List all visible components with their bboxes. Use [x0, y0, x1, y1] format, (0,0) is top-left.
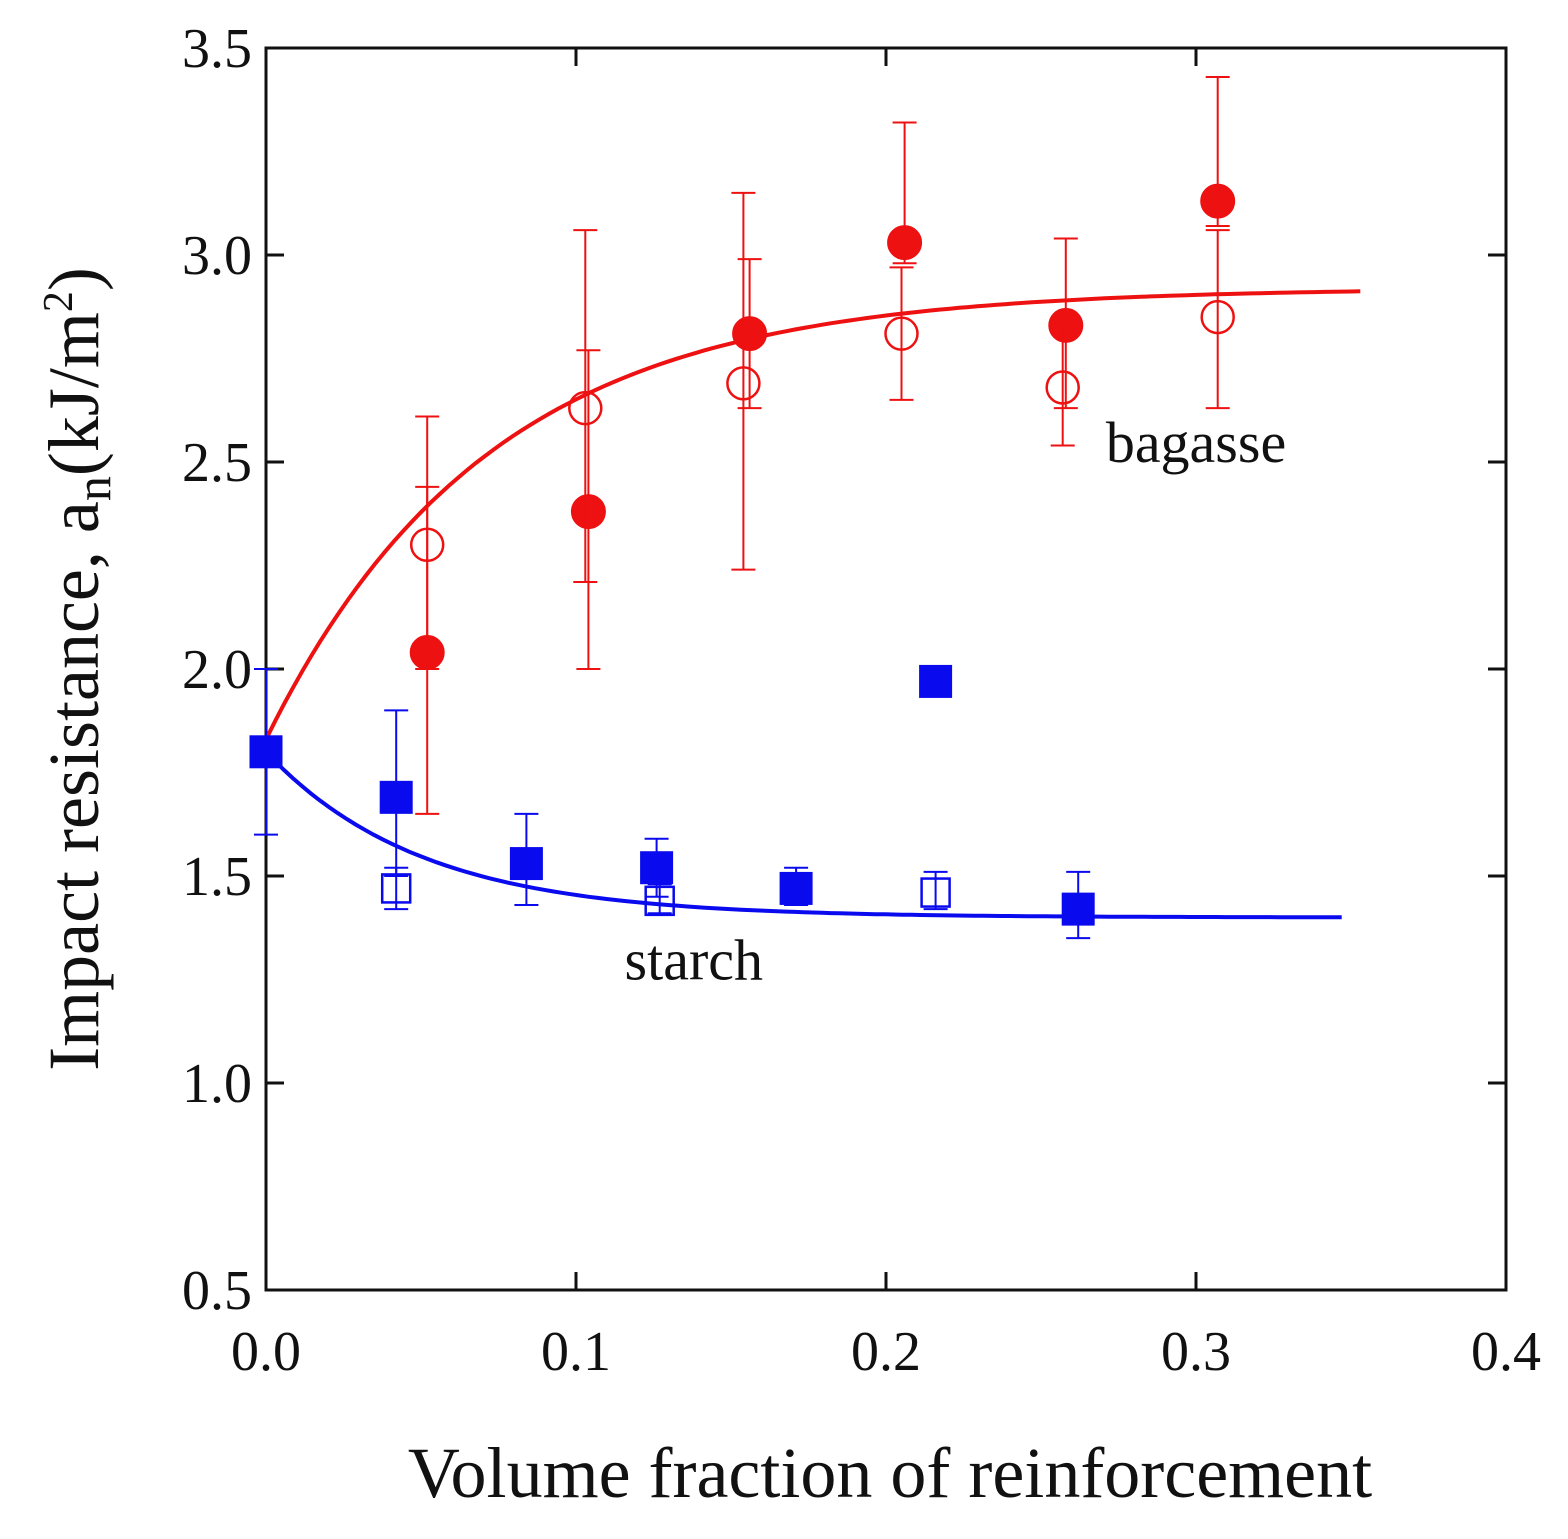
bagasse-filled-point	[887, 225, 923, 261]
starch-filled-point	[1061, 892, 1095, 926]
data-series	[249, 75, 1236, 940]
fit-curves	[264, 289, 1361, 920]
y-tick-label: 2.5	[182, 432, 252, 494]
plot-frame	[264, 46, 1508, 1292]
x-tick-label: 0.0	[231, 1321, 301, 1383]
starch-open-point	[644, 885, 675, 917]
bagasse-filled-point	[1200, 183, 1236, 219]
x-tick-label: 0.4	[1471, 1321, 1541, 1383]
x-tick-label: 0.1	[541, 1321, 611, 1383]
x-tick-label: 0.2	[851, 1321, 921, 1383]
y-axis-ticks: 0.5 1.0 1.5 2.0 2.5 3.0 3.5	[182, 18, 1506, 1322]
bagasse-fit-curve	[264, 289, 1361, 741]
annotation-starch: starch	[625, 928, 764, 993]
y-axis-title-main: Impact resistance, a	[34, 501, 114, 1071]
annotation-bagasse: bagasse	[1106, 410, 1286, 475]
starch-filled-point	[919, 664, 953, 698]
x-tick-label: 0.3	[1161, 1321, 1231, 1383]
y-tick-label: 3.0	[182, 225, 252, 287]
y-tick-label: 1.5	[182, 846, 252, 908]
starch-filled-point	[249, 735, 283, 769]
y-tick-label: 3.5	[182, 18, 252, 80]
x-axis-title: Volume fraction of reinforcement	[408, 1433, 1372, 1513]
x-axis-ticks: 0.0 0.1 0.2 0.3 0.4	[231, 48, 1541, 1383]
starch-fit-curve	[264, 750, 1342, 920]
bagasse-open-point	[884, 316, 919, 351]
bagasse-open-point	[1200, 299, 1235, 335]
y-axis-title-unit: (kJ/m	[34, 312, 114, 476]
bagasse-open-point	[1045, 370, 1080, 405]
starch-filled-point	[379, 780, 413, 814]
bagasse-open-point	[726, 366, 761, 401]
y-axis-title: Impact resistance, an(kJ/m2)	[34, 267, 121, 1071]
bagasse-filled-point	[570, 494, 606, 530]
y-axis-title-superscript: 2	[36, 291, 82, 312]
bagasse-open-point	[409, 527, 445, 563]
starch-open-point	[920, 877, 951, 908]
y-tick-label: 0.5	[182, 1260, 252, 1322]
y-tick-label: 2.0	[182, 639, 252, 701]
y-tick-label: 1.0	[182, 1053, 252, 1115]
starch-filled-point	[509, 847, 543, 881]
bagasse-open-point	[568, 390, 603, 426]
y-axis-title-subscript: n	[65, 476, 121, 501]
y-axis-title-unit-close: )	[34, 267, 114, 291]
starch-filled-point	[640, 851, 674, 885]
starch-filled-point	[779, 871, 813, 905]
starch-open-point	[380, 873, 412, 904]
annotations: bagasse starch	[625, 410, 1287, 993]
bagasse-filled-point	[732, 316, 768, 352]
